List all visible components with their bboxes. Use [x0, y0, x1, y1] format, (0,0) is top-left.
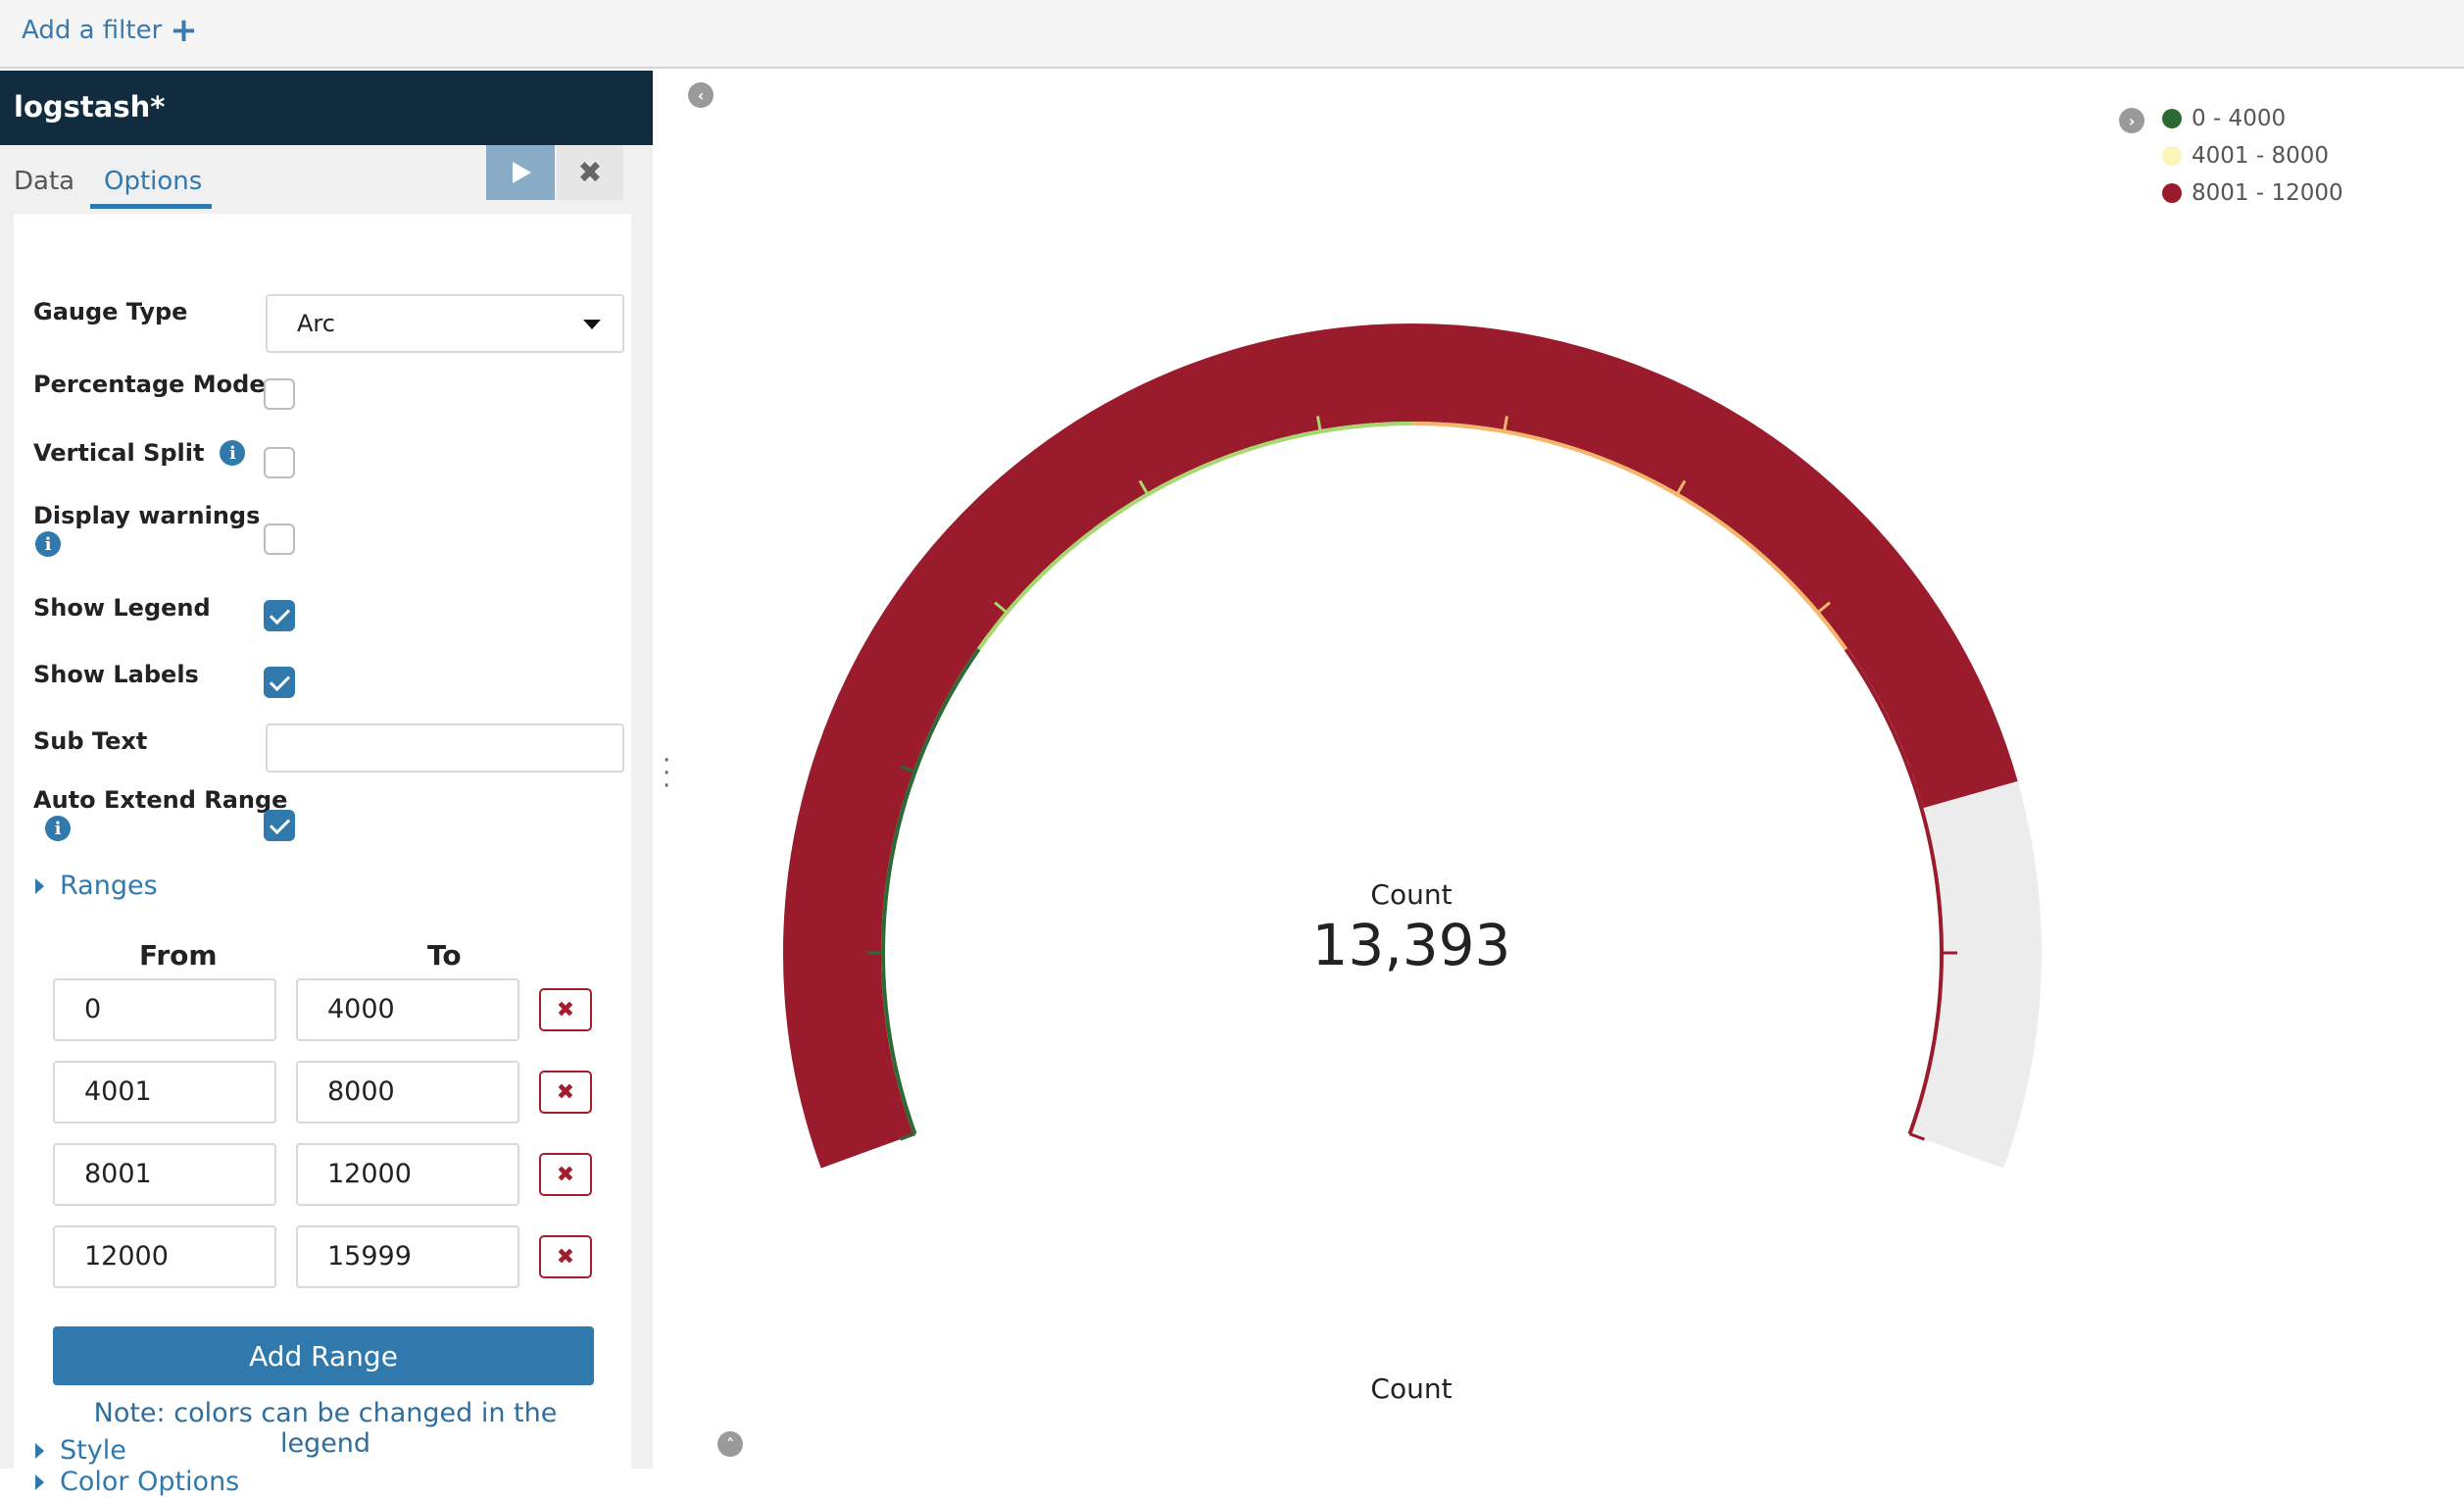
- ranges-to-header: To: [427, 939, 462, 972]
- remove-range-button[interactable]: ✖: [539, 1153, 592, 1196]
- toggle-spy-panel-button[interactable]: ˄: [717, 1431, 743, 1457]
- caret-right-icon: [35, 1473, 44, 1490]
- legend-color-dot: [2162, 109, 2182, 128]
- gauge-value: 13,393: [1311, 912, 1511, 978]
- ranges-section-toggle[interactable]: Ranges: [35, 871, 158, 901]
- close-icon: ✖: [556, 1244, 575, 1270]
- range-from-input[interactable]: 8001: [53, 1143, 276, 1206]
- close-icon: ✖: [556, 997, 575, 1023]
- colors-note: Note: colors can be changed in the legen…: [93, 1398, 558, 1459]
- vertical-split-label: Vertical Split: [33, 439, 205, 467]
- display-warnings-label: Display warnings: [33, 502, 261, 529]
- percentage-mode-checkbox[interactable]: [264, 378, 295, 410]
- auto-extend-range-checkbox[interactable]: [264, 810, 295, 841]
- toggle-legend-button[interactable]: ›: [2119, 108, 2144, 133]
- vertical-split-label-row: Vertical Split i: [33, 439, 246, 467]
- chevron-down-icon: [583, 320, 601, 329]
- close-icon: ✖: [556, 1162, 575, 1187]
- gauge-type-value: Arc: [297, 310, 335, 337]
- index-pattern-title: logstash*: [0, 71, 653, 145]
- remove-range-button[interactable]: ✖: [539, 988, 592, 1031]
- info-icon[interactable]: i: [35, 531, 61, 557]
- range-from-input[interactable]: 4001: [53, 1061, 276, 1123]
- editor-sidebar: logstash* Data Options ✖ Gauge Type Arc …: [0, 71, 653, 1497]
- discard-changes-button[interactable]: ✖: [557, 145, 623, 200]
- add-range-button[interactable]: Add Range: [53, 1326, 594, 1385]
- legend-item-label: 8001 - 12000: [2192, 180, 2343, 206]
- info-icon[interactable]: i: [220, 440, 246, 466]
- resize-handle[interactable]: · · ·: [663, 746, 671, 801]
- ranges-section-label: Ranges: [60, 871, 158, 901]
- close-icon: ✖: [556, 1079, 575, 1105]
- percentage-mode-label: Percentage Mode: [33, 371, 266, 398]
- gauge-type-label: Gauge Type: [33, 298, 188, 325]
- range-to-input[interactable]: 8000: [296, 1061, 519, 1123]
- gauge-type-select[interactable]: Arc: [266, 294, 624, 353]
- range-to-input[interactable]: 4000: [296, 978, 519, 1041]
- legend-item-label: 0 - 4000: [2192, 106, 2287, 131]
- color-options-section-toggle[interactable]: Color Options: [35, 1467, 239, 1497]
- collapse-sidebar-button[interactable]: ‹: [688, 82, 714, 108]
- caret-right-icon: [35, 1442, 44, 1459]
- vertical-split-checkbox[interactable]: [264, 447, 295, 478]
- remove-range-button[interactable]: ✖: [539, 1235, 592, 1278]
- range-to-input[interactable]: 15999: [296, 1225, 519, 1288]
- sub-text-label: Sub Text: [33, 727, 148, 755]
- tab-options[interactable]: Options: [104, 167, 203, 196]
- add-filter-label: Add a filter: [22, 16, 163, 45]
- filter-bar: Add a filter +: [0, 0, 2464, 69]
- gauge-bottom-label: Count: [1370, 1372, 1453, 1405]
- tab-data[interactable]: Data: [14, 167, 75, 196]
- apply-changes-button[interactable]: [486, 145, 555, 200]
- legend: 0 - 4000 4001 - 8000 8001 - 12000: [2162, 100, 2343, 212]
- chevron-left-icon: ‹: [697, 85, 705, 105]
- options-panel: Gauge Type Arc Percentage Mode Vertical …: [14, 214, 631, 1497]
- active-tab-indicator: [90, 204, 212, 209]
- display-warnings-checkbox[interactable]: [264, 524, 295, 555]
- caret-right-icon: [35, 877, 44, 894]
- color-options-label: Color Options: [60, 1467, 240, 1497]
- plus-icon: +: [170, 11, 198, 50]
- style-section-toggle[interactable]: Style: [35, 1435, 126, 1466]
- add-filter-link[interactable]: Add a filter +: [22, 14, 198, 47]
- range-from-input[interactable]: 0: [53, 978, 276, 1041]
- range-from-input[interactable]: 12000: [53, 1225, 276, 1288]
- ranges-from-header: From: [139, 939, 218, 972]
- legend-item-label: 4001 - 8000: [2192, 143, 2329, 169]
- legend-item[interactable]: 0 - 4000: [2162, 100, 2343, 137]
- chevron-up-icon: ˄: [726, 1434, 734, 1454]
- auto-extend-range-label: Auto Extend Range: [33, 786, 288, 814]
- info-icon[interactable]: i: [45, 816, 71, 841]
- play-icon: [513, 162, 531, 183]
- gauge-metric-label: Count: [1370, 878, 1453, 911]
- style-section-label: Style: [60, 1435, 126, 1466]
- visualization-area: [680, 71, 2464, 1469]
- sub-text-input[interactable]: [266, 724, 624, 773]
- legend-color-dot: [2162, 146, 2182, 166]
- show-labels-label: Show Labels: [33, 661, 199, 688]
- legend-item[interactable]: 8001 - 12000: [2162, 175, 2343, 212]
- show-labels-checkbox[interactable]: [264, 667, 295, 698]
- legend-color-dot: [2162, 183, 2182, 203]
- close-icon: ✖: [577, 155, 603, 190]
- remove-range-button[interactable]: ✖: [539, 1071, 592, 1114]
- range-to-input[interactable]: 12000: [296, 1143, 519, 1206]
- chevron-right-icon: ›: [2128, 111, 2136, 130]
- show-legend-label: Show Legend: [33, 594, 211, 622]
- show-legend-checkbox[interactable]: [264, 600, 295, 631]
- legend-item[interactable]: 4001 - 8000: [2162, 137, 2343, 175]
